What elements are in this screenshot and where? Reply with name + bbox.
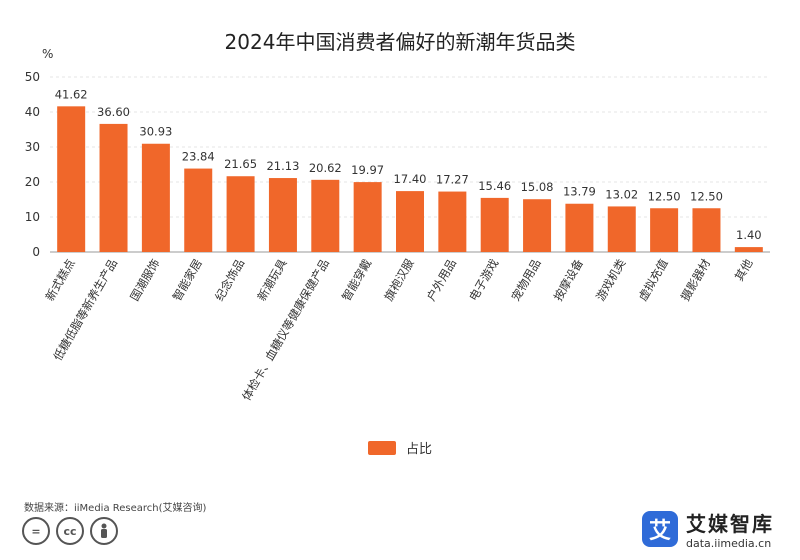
x-tick-label: 体检卡、血糖仪等健康保健产品 — [239, 257, 332, 403]
x-tick-label: 旗袍汉服 — [381, 256, 416, 303]
legend-label: 占比 — [406, 442, 433, 457]
x-tick-label: 新式糕点 — [43, 257, 78, 304]
data-label: 36.60 — [97, 105, 130, 119]
person-icon — [90, 517, 118, 545]
data-label: 12.50 — [648, 189, 681, 203]
license-icons: = cc — [22, 517, 118, 545]
data-label: 17.40 — [394, 172, 427, 186]
data-label: 21.65 — [224, 157, 257, 171]
bar — [311, 179, 340, 252]
bar — [353, 182, 382, 252]
x-tick-label: 宠物用品 — [509, 257, 544, 304]
source-note: 数据来源：iiMedia Research(艾媒咨询) — [24, 503, 207, 514]
data-label: 17.27 — [436, 173, 469, 187]
cc-icon: cc — [56, 517, 84, 545]
bar — [565, 203, 594, 252]
bar — [607, 206, 636, 252]
equals-icon: = — [22, 517, 50, 545]
bar — [438, 191, 467, 252]
bar — [99, 123, 128, 253]
legend: 占比 — [368, 438, 432, 457]
bar — [268, 178, 297, 252]
bar-chart: 01020304050%41.62新式糕点36.60低糖低脂等新养生产品30.9… — [25, 47, 770, 403]
brand-url: data.iimedia.cn — [686, 537, 772, 550]
data-label: 13.79 — [563, 185, 596, 199]
chart-title: 2024年中国消费者偏好的新潮年货品类 — [224, 30, 576, 54]
data-label: 30.93 — [139, 125, 172, 139]
brand-name: 艾媒智库 — [686, 512, 774, 536]
bar — [396, 191, 424, 252]
data-label: 12.50 — [690, 189, 723, 203]
data-label: 15.46 — [478, 179, 511, 193]
y-axis-unit: % — [42, 47, 53, 61]
bar — [57, 106, 86, 252]
x-tick-label: 纪念饰品 — [212, 257, 247, 304]
y-tick-label: 10 — [25, 210, 40, 224]
brand-logo: 艾 — [642, 511, 678, 547]
x-tick-label: 新潮玩具 — [254, 256, 289, 303]
x-tick-label: 游戏机类 — [593, 256, 628, 303]
data-label: 23.84 — [182, 150, 215, 164]
bar — [226, 176, 255, 252]
x-tick-label: 户外用品 — [424, 257, 459, 304]
y-tick-label: 20 — [25, 175, 40, 189]
bar — [734, 247, 763, 252]
x-tick-label: 摄影器材 — [678, 256, 713, 303]
data-label: 15.08 — [521, 180, 554, 194]
x-tick-label: 其他 — [732, 256, 756, 283]
x-tick-label: 国潮服饰 — [127, 257, 162, 304]
data-label: 21.13 — [266, 159, 299, 173]
bar — [141, 143, 170, 252]
brand: 艾 艾媒智库 data.iimedia.cn — [642, 508, 774, 550]
bar — [523, 199, 552, 252]
data-label: 1.40 — [736, 228, 762, 242]
data-label: 13.02 — [605, 187, 638, 201]
y-tick-label: 0 — [32, 245, 40, 259]
data-label: 41.62 — [55, 87, 88, 101]
x-tick-label: 按摩设备 — [551, 256, 586, 303]
y-tick-label: 50 — [25, 70, 40, 84]
bar — [692, 208, 721, 252]
data-label: 19.97 — [351, 163, 384, 177]
bar — [650, 208, 679, 252]
x-tick-label: 智能家居 — [170, 257, 205, 304]
x-tick-label: 电子游戏 — [466, 256, 501, 303]
bar — [480, 197, 509, 252]
bar — [184, 168, 213, 252]
x-tick-label: 虚拟充值 — [636, 256, 671, 303]
y-tick-label: 40 — [25, 105, 40, 119]
y-tick-label: 30 — [25, 140, 40, 154]
data-label: 20.62 — [309, 161, 342, 175]
legend-swatch — [368, 440, 396, 455]
x-tick-label: 智能穿戴 — [339, 257, 374, 304]
